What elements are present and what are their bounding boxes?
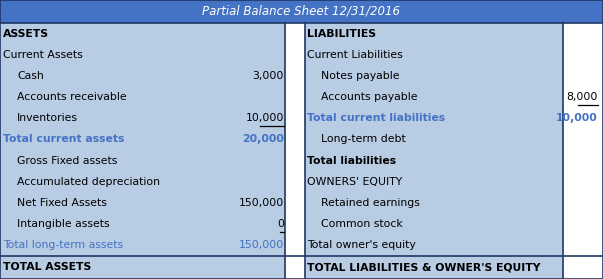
Bar: [563, 23, 603, 256]
Text: Inventories: Inventories: [17, 113, 78, 123]
Text: Total long-term assets: Total long-term assets: [3, 240, 123, 251]
Text: Common stock: Common stock: [321, 219, 403, 229]
Bar: [285, 23, 305, 256]
Text: Total current liabilities: Total current liabilities: [307, 113, 445, 123]
Text: 10,000: 10,000: [245, 113, 284, 123]
Bar: [563, 256, 603, 279]
Text: Total current assets: Total current assets: [3, 134, 124, 145]
Bar: [0, 256, 285, 279]
Bar: [285, 256, 305, 279]
Text: 3,000: 3,000: [253, 71, 284, 81]
Text: 150,000: 150,000: [239, 240, 284, 251]
Text: Partial Balance Sheet 12/31/2016: Partial Balance Sheet 12/31/2016: [203, 5, 400, 18]
Text: Long-term debt: Long-term debt: [321, 134, 406, 145]
Bar: [305, 23, 563, 256]
Text: Notes payable: Notes payable: [321, 71, 400, 81]
Text: Current Assets: Current Assets: [3, 50, 83, 60]
Text: ASSETS: ASSETS: [3, 28, 49, 39]
Text: 0: 0: [277, 219, 284, 229]
Text: 150,000: 150,000: [239, 198, 284, 208]
Text: OWNERS' EQUITY: OWNERS' EQUITY: [307, 177, 402, 187]
Text: 10,000: 10,000: [556, 113, 598, 123]
Bar: [0, 0, 603, 23]
Bar: [0, 23, 285, 256]
Text: Total liabilities: Total liabilities: [307, 156, 396, 166]
Text: LIABILITIES: LIABILITIES: [307, 28, 376, 39]
Text: Cash: Cash: [17, 71, 44, 81]
Text: TOTAL LIABILITIES & OWNER'S EQUITY: TOTAL LIABILITIES & OWNER'S EQUITY: [307, 263, 540, 273]
Bar: [305, 256, 563, 279]
Text: 8,000: 8,000: [567, 92, 598, 102]
Text: Net Fixed Assets: Net Fixed Assets: [17, 198, 107, 208]
Text: Intangible assets: Intangible assets: [17, 219, 110, 229]
Text: Total owner's equity: Total owner's equity: [307, 240, 415, 251]
Text: Accounts receivable: Accounts receivable: [17, 92, 127, 102]
Text: Retained earnings: Retained earnings: [321, 198, 420, 208]
Text: Accounts payable: Accounts payable: [321, 92, 417, 102]
Text: 20,000: 20,000: [242, 134, 284, 145]
Text: Current Liabilities: Current Liabilities: [307, 50, 403, 60]
Text: Gross Fixed assets: Gross Fixed assets: [17, 156, 118, 166]
Text: Accumulated depreciation: Accumulated depreciation: [17, 177, 160, 187]
Text: TOTAL ASSETS: TOTAL ASSETS: [3, 263, 91, 273]
